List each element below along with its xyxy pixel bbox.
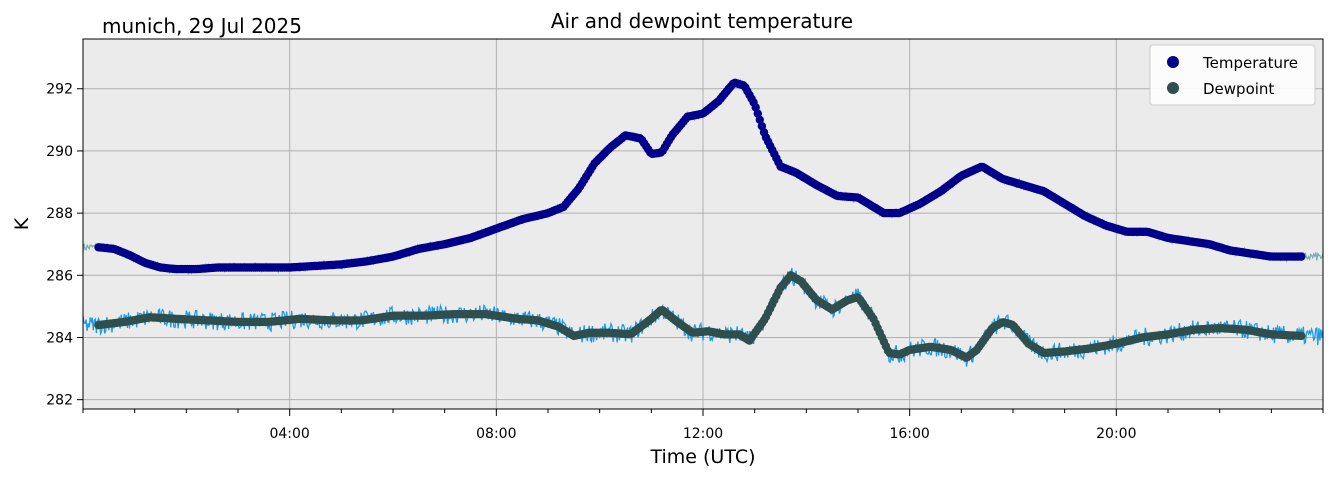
x-axis-label: Time (UTC) — [649, 446, 755, 468]
x-axis: 04:00 08:00 12:00 16:00 20:00 — [82, 409, 1324, 442]
legend-temperature-marker — [1167, 56, 1179, 68]
legend: Temperature Dewpoint — [1149, 44, 1316, 106]
series-markers — [94, 78, 1306, 362]
chart-title: Air and dewpoint temperature — [551, 9, 853, 33]
x-tick-label: 08:00 — [476, 426, 516, 442]
y-tick-label: 286 — [46, 268, 73, 284]
y-tick-label: 282 — [46, 393, 73, 409]
y-axis-label: K — [11, 217, 33, 230]
y-tick-label: 292 — [46, 82, 73, 98]
legend-temperature-label: Temperature — [1202, 54, 1298, 72]
y-tick-label: 288 — [46, 206, 73, 222]
y-tick-label: 290 — [46, 144, 73, 160]
chart-subtitle: munich, 29 Jul 2025 — [102, 14, 302, 38]
y-axis: 282 284 286 288 290 292 — [46, 82, 83, 409]
legend-dewpoint-label: Dewpoint — [1203, 80, 1274, 98]
legend-dewpoint-marker — [1167, 82, 1179, 94]
grid — [83, 39, 1323, 409]
x-tick-label: 20:00 — [1096, 426, 1136, 442]
x-tick-label: 04:00 — [269, 426, 309, 442]
dewpoint-point — [1297, 331, 1306, 341]
x-tick-label: 12:00 — [683, 426, 723, 442]
temperature-point — [1297, 252, 1306, 261]
x-tick-label: 16:00 — [889, 426, 929, 442]
y-tick-label: 284 — [46, 330, 73, 346]
legend-box — [1149, 44, 1316, 106]
